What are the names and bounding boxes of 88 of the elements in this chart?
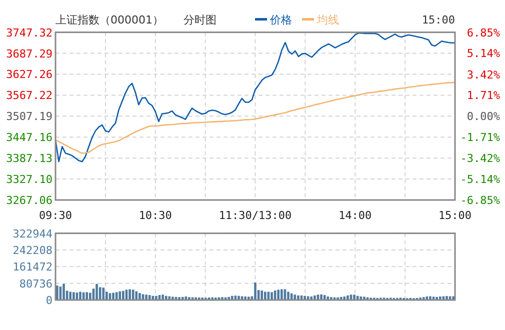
bar [297,295,300,300]
bar [138,292,141,300]
bar [446,296,448,300]
bar [438,296,442,300]
chart-title: 上证指数（000001） [56,13,164,26]
x-tick-label: 11:30/13:00 [218,209,292,222]
bar [122,290,124,300]
y-tick-label: 322944 [12,227,53,240]
legend-label: 价格 [269,13,292,26]
bar [148,295,151,300]
bar [254,282,256,300]
y2-tick-label: 1.71% [466,89,500,102]
x-tick-label: 09:30 [38,209,72,222]
y2-tick-label: -5.14% [460,173,500,186]
bar [89,292,92,300]
bar [112,292,114,300]
legend-label: 均线 [316,13,339,26]
bar [152,296,154,300]
y2-tick-label: 3.42% [466,68,500,82]
bar [135,291,138,300]
bar [86,292,88,300]
bar [118,291,122,300]
bar [294,294,296,300]
y2-tick-label: 0.00% [466,110,500,124]
bar [422,297,425,300]
bar [96,284,98,300]
bar [221,297,224,300]
y-tick-label: 3627.26 [6,68,52,82]
bar [238,296,240,300]
bar [172,296,174,300]
bar [128,289,131,300]
bar [264,292,266,300]
bar [69,292,72,300]
y-tick-label: 3687.29 [6,47,52,60]
y-tick-label: 3327.10 [6,173,52,186]
y-tick-label: 0 [46,294,52,307]
bar [244,296,246,300]
y2-tick-label: 5.14% [466,47,500,60]
x-tick-label: 15:00 [438,209,472,222]
y2-tick-label: -6.85% [460,194,500,207]
y-tick-label: 242208 [12,244,52,257]
bar [320,294,322,300]
y-tick-label: 3507.19 [6,110,52,124]
y-tick-label: 3747.32 [6,26,52,40]
x-tick-label: 10:30 [138,209,172,222]
bar [162,294,164,300]
bar [287,292,290,300]
bar [314,295,316,300]
bar [360,296,362,300]
bar [155,296,158,300]
bar [260,290,264,300]
bar [343,296,346,300]
y2-tick-label: -3.42% [460,152,500,166]
bar [102,288,105,300]
y-tick-label: 80736 [19,277,52,290]
bar [363,296,366,300]
bar [62,284,65,300]
x-tick-label: 14:00 [338,209,372,222]
y2-tick-label: -1.71% [460,131,500,144]
y-tick-label: 161472 [12,260,52,274]
y-tick-label: 3267.06 [6,194,52,207]
bar [106,292,108,300]
bar [346,295,349,300]
bar [304,296,306,300]
line-series [54,82,456,154]
bar [310,296,313,300]
y2-tick-label: 6.85% [466,26,500,40]
bar [164,296,168,300]
bar [356,296,359,300]
text: 15:00 [422,13,455,26]
bar [326,296,330,300]
chart-subtitle: 分时图 [184,13,216,26]
bar [277,290,280,300]
bar [247,296,250,300]
bar [280,289,283,300]
bar [145,294,148,300]
line-series [54,32,456,162]
bar [270,292,273,300]
y-tick-label: 3387.13 [6,152,52,166]
bar [72,292,75,300]
bar [79,292,82,300]
y-tick-label: 3447.16 [6,131,52,144]
bar [353,294,356,300]
bar [230,296,234,300]
bar [178,297,180,300]
bar [188,297,190,300]
bar [330,297,332,300]
y-tick-label: 3567.22 [6,89,52,102]
